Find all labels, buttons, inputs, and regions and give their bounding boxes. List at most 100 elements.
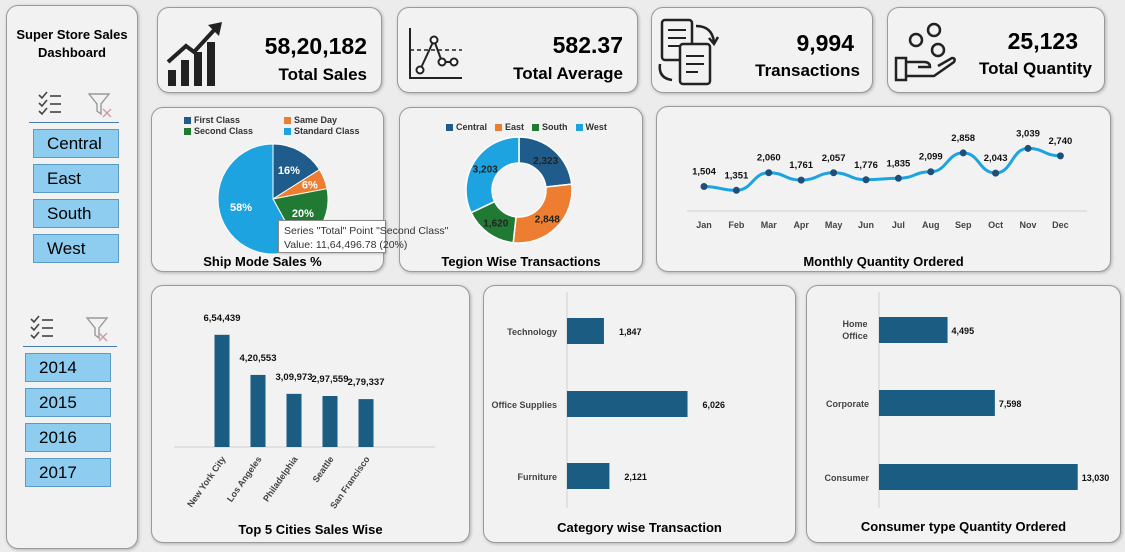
donut-slice-west xyxy=(465,136,520,214)
hbar-value-home-office: 4,495 xyxy=(952,326,975,336)
pie-label-first-class: 16% xyxy=(278,165,300,177)
category-chart-title: Category wise Transaction xyxy=(557,520,722,535)
legend-second-class: Second Class xyxy=(184,126,284,137)
hbar-office-supplies xyxy=(567,391,688,417)
city-tick-philadelphia: Philadelphia xyxy=(261,454,300,504)
monthly-chart-title: Monthly Quantity Ordered xyxy=(803,254,964,269)
clear-filter-icon[interactable] xyxy=(87,93,112,118)
region-chart-title: Tegion Wise Transactions xyxy=(441,254,601,269)
kpi-transactions-label: Transactions xyxy=(755,61,860,80)
line-point-may xyxy=(830,169,838,177)
line-tick-oct: Oct xyxy=(988,220,1003,230)
line-point-oct xyxy=(992,169,1000,177)
donut-label-west: 3,203 xyxy=(473,165,498,176)
hbar-tick-technology: Technology xyxy=(507,327,557,337)
growth-chart-icon xyxy=(166,22,222,86)
ship-mode-chart-title: Ship Mode Sales % xyxy=(203,254,322,269)
kpi-total-average-label: Total Average xyxy=(513,64,623,83)
pie-slice-first-class xyxy=(272,143,321,200)
kpi-total-sales-value: 58,20,182 xyxy=(264,33,367,59)
multi-select-icon[interactable] xyxy=(38,91,61,116)
hbar-furniture xyxy=(567,463,610,489)
city-bar-new-york-city xyxy=(214,334,230,447)
consumer-chart-panel: 4,495 Home Office 7,598 Corporate 13,030 Consu… xyxy=(806,285,1121,543)
consumer-bar-chart[interactable]: 4,495 Home Office 7,598 Corporate 13,030 Consu… xyxy=(807,286,1122,544)
line-tick-sep: Sep xyxy=(955,220,972,230)
line-label-aug: 2,099 xyxy=(919,152,943,163)
line-point-sep xyxy=(959,149,967,157)
region-doughnut[interactable]: 2,323 2,848 1,620 3,203 xyxy=(400,108,644,273)
city-value-philadelphia: 3,09,973 xyxy=(276,372,313,383)
legend-central: Central xyxy=(446,122,487,132)
kpi-transactions-value: 9,994 xyxy=(796,30,854,56)
ship-mode-legend: First Class Same Day Second Class Standa… xyxy=(184,115,379,137)
category-bar-chart[interactable]: 1,847 Technology 6,026 Office Supplies 2,121… xyxy=(484,286,797,544)
kpi-total-sales-label: Total Sales xyxy=(278,65,368,84)
average-chart-icon xyxy=(409,28,462,79)
line-point-nov xyxy=(1024,144,1032,152)
consumer-chart-title: Consumer type Quantity Ordered xyxy=(860,519,1067,534)
city-tick-new-york-city: New York City xyxy=(185,454,227,509)
invoice-transfer-icon xyxy=(658,18,720,86)
line-tick-nov: Nov xyxy=(1019,220,1036,230)
line-tick-feb: Feb xyxy=(728,220,745,230)
cities-bar-chart[interactable]: 6,54,439 New York City 4,20,553 Los Angeles… xyxy=(152,286,471,544)
city-tick-san-francisco: San Francisco xyxy=(328,454,372,511)
city-value-los-angeles: 4,20,553 xyxy=(240,353,277,364)
slicer-region-central[interactable]: Central xyxy=(33,129,119,158)
slicer-region-west[interactable]: West xyxy=(33,234,119,263)
city-bar-los-angeles xyxy=(250,374,266,447)
donut-label-south: 1,620 xyxy=(483,219,508,230)
year-slicer-header xyxy=(30,315,109,342)
slicer-region-east[interactable]: East xyxy=(33,164,119,193)
clear-filter-icon[interactable] xyxy=(85,317,109,342)
line-label-may: 2,057 xyxy=(822,153,846,164)
line-label-sep: 2,858 xyxy=(951,133,975,144)
dashboard-title: Super Store Sales Dashboard xyxy=(7,26,137,62)
line-point-dec xyxy=(1056,152,1064,160)
city-tick-los-angeles: Los Angeles xyxy=(225,454,264,503)
pie-label-second-class: 20% xyxy=(292,208,314,220)
line-point-mar xyxy=(765,169,773,177)
line-label-apr: 1,761 xyxy=(789,160,813,171)
line-tick-jan: Jan xyxy=(696,220,712,230)
hbar-tick-office-supplies: Office Supplies xyxy=(491,400,557,410)
kpi-card-total-average: 582.37 Total Average xyxy=(397,7,638,93)
city-bar-seattle xyxy=(322,395,338,447)
monthly-line-chart[interactable]: 1,504 Jan 1,351 Feb 2,060 Mar 1,761 Apr 2,057 May… xyxy=(657,107,1112,273)
hbar-value-furniture: 2,121 xyxy=(624,472,647,482)
line-point-jan xyxy=(700,183,708,191)
line-tick-jul: Jul xyxy=(892,220,905,230)
line-tick-apr: Apr xyxy=(793,220,809,230)
hbar-consumer xyxy=(879,464,1078,490)
line-label-dec: 2,740 xyxy=(1049,136,1073,147)
legend-standard-class: Standard Class xyxy=(284,126,360,137)
hbar-tick-corporate: Corporate xyxy=(826,399,869,409)
slicer-year-2014[interactable]: 2014 xyxy=(25,353,111,382)
multi-select-icon[interactable] xyxy=(30,315,53,340)
line-point-aug xyxy=(927,168,935,176)
line-point-jun xyxy=(862,176,870,184)
monthly-series-line xyxy=(703,146,1061,192)
city-value-new-york-city: 6,54,439 xyxy=(204,313,241,324)
legend-same-day: Same Day xyxy=(284,115,337,126)
kpi-card-transactions: 9,994 Transactions xyxy=(651,7,873,93)
monthly-chart-panel: 1,504 Jan 1,351 Feb 2,060 Mar 1,761 Apr 2,057 May… xyxy=(656,106,1111,272)
legend-south: South xyxy=(532,122,568,132)
hbar-tick-furniture: Furniture xyxy=(518,472,558,482)
line-tick-jun: Jun xyxy=(858,220,874,230)
hbar-value-consumer: 13,030 xyxy=(1082,473,1110,483)
city-bar-san-francisco xyxy=(358,399,374,447)
city-bar-philadelphia xyxy=(286,393,302,447)
slicer-region-south[interactable]: South xyxy=(33,199,119,228)
line-point-apr xyxy=(797,176,805,184)
hbar-value-corporate: 7,598 xyxy=(999,399,1022,409)
hbar-tick-home-office-line1: Home xyxy=(842,319,867,329)
region-slicer-header xyxy=(38,91,112,118)
slicer-sidebar: Super Store Sales Dashboard Central East… xyxy=(6,5,138,549)
hbar-value-office-supplies: 6,026 xyxy=(703,400,726,410)
slicer-year-2016[interactable]: 2016 xyxy=(25,423,111,452)
slicer-year-2015[interactable]: 2015 xyxy=(25,388,111,417)
tooltip-series-line: Series "Total" Point "Second Class" xyxy=(284,225,449,237)
slicer-year-2017[interactable]: 2017 xyxy=(25,458,111,487)
